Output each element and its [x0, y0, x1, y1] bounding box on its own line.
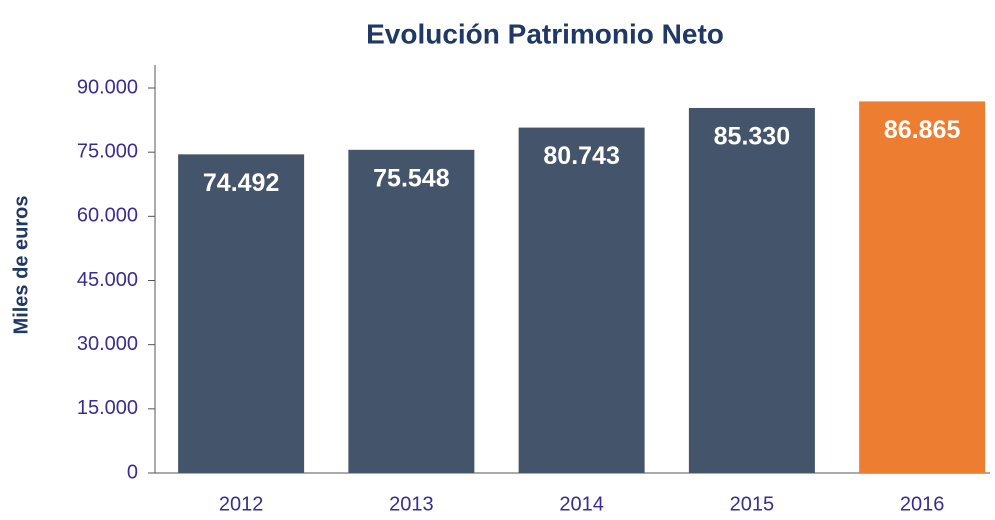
x-tick-label: 2013 — [389, 493, 434, 515]
y-tick-label: 15.000 — [77, 397, 138, 419]
bar — [688, 107, 815, 473]
value-label: 86.865 — [884, 116, 961, 144]
value-label: 75.548 — [373, 164, 450, 192]
x-tick-label: 2016 — [900, 493, 945, 515]
bar — [518, 127, 645, 473]
y-tick-label: 30.000 — [77, 333, 138, 355]
y-tick-label: 60.000 — [77, 205, 138, 227]
y-tick-label: 45.000 — [77, 269, 138, 291]
x-tick-label: 2014 — [559, 493, 604, 515]
value-label: 80.743 — [543, 142, 619, 170]
bar — [859, 101, 986, 474]
value-label: 85.330 — [714, 123, 790, 151]
bar — [348, 149, 475, 473]
chart-title: Evolución Patrimonio Neto — [366, 18, 724, 49]
y-tick-label: 0 — [127, 461, 138, 483]
y-tick-label: 90.000 — [77, 76, 138, 98]
y-axis-label: Miles de euros — [10, 196, 32, 335]
bar — [178, 154, 305, 473]
x-tick-label: 2012 — [219, 493, 264, 515]
y-tick-label: 75.000 — [77, 140, 138, 162]
value-label: 74.492 — [203, 169, 279, 197]
x-tick-label: 2015 — [730, 493, 775, 515]
